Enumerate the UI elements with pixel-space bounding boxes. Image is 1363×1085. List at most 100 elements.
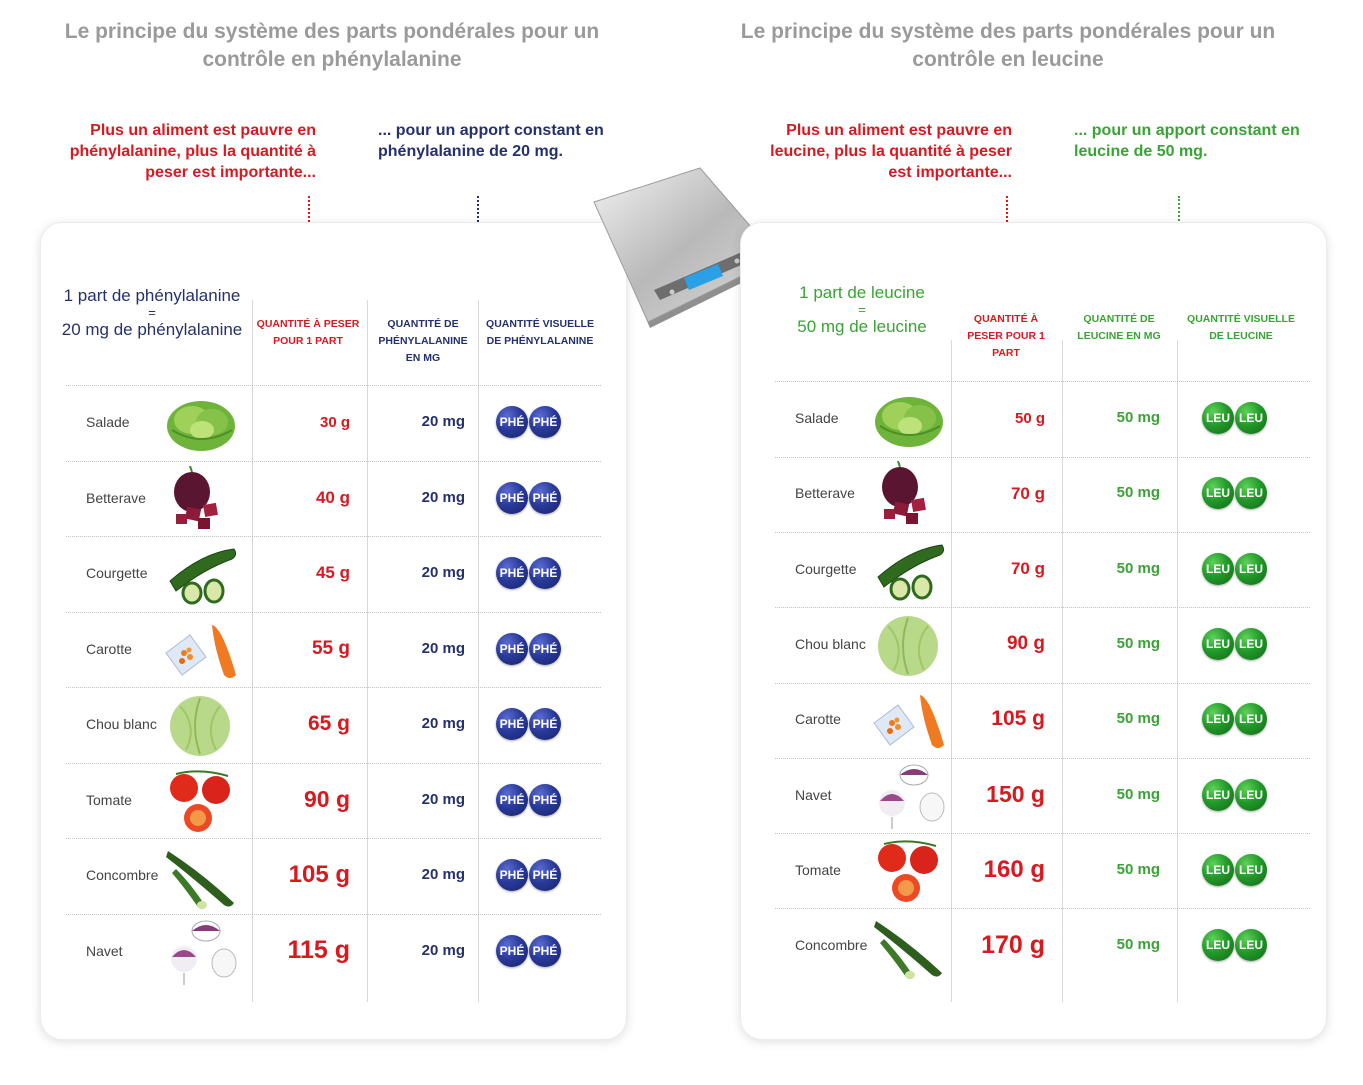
lettuce-icon (162, 390, 240, 456)
amino-acid-amount: 20 mg (421, 941, 465, 959)
quantity-to-weigh: 90 g (303, 786, 350, 813)
phe-badge: PHÉ (529, 481, 561, 514)
phe-badge: PHÉ (529, 859, 561, 891)
quantity-to-weigh: 55 g (311, 637, 350, 659)
visual-quantity-badges: LEU LEU (1202, 929, 1272, 963)
right-col-qty-header: QUANTITÉ À PESER POUR 1 PART (967, 313, 1045, 359)
food-name: Concombre (795, 937, 868, 954)
beetroot-icon (870, 460, 948, 527)
visual-quantity-badges: LEU LEU (1202, 703, 1272, 737)
leu-badge: LEU (1202, 552, 1234, 585)
right-col-mg-header: QUANTITÉ DE LEUCINE EN MG (1077, 313, 1161, 342)
cabbage-icon (162, 692, 240, 758)
quantity-to-weigh: 65 g (307, 711, 350, 735)
right-col-divider (1177, 340, 1178, 1002)
amino-acid-amount: 50 mg (1116, 484, 1160, 502)
food-name: Concombre (86, 867, 159, 883)
right-col-visual-header: QUANTITÉ VISUELLE DE LEUCINE (1187, 313, 1295, 342)
leu-badge: LEU (1235, 778, 1267, 811)
leu-badge: LEU (1235, 552, 1267, 585)
amino-acid-amount: 20 mg (421, 866, 465, 883)
amino-acid-amount: 50 mg (1116, 785, 1160, 803)
phe-badge: PHÉ (496, 481, 528, 514)
food-name: Carotte (86, 640, 132, 657)
food-name: Chou blanc (795, 635, 866, 652)
amino-acid-amount: 20 mg (421, 413, 465, 430)
left-col-divider (478, 300, 479, 1002)
food-name: Chou blanc (86, 716, 157, 732)
visual-quantity-badges: LEU LEU (1202, 778, 1272, 813)
quantity-to-weigh: 70 g (1010, 559, 1045, 579)
quantity-to-weigh: 70 g (1010, 483, 1045, 503)
leu-badge: LEU (1235, 477, 1267, 510)
food-name: Betterave (795, 485, 855, 502)
quantity-to-weigh: 90 g (1006, 633, 1045, 655)
right-title: Le principe du système des parts pondéra… (740, 20, 1276, 71)
amino-acid-amount: 50 mg (1116, 409, 1160, 426)
row-separator (66, 838, 601, 840)
amino-acid-amount: 50 mg (1116, 559, 1160, 577)
phe-badge: PHÉ (496, 783, 528, 816)
leu-badge: LEU (1235, 853, 1267, 886)
food-name: Carotte (795, 711, 841, 728)
quantity-to-weigh: 45 g (315, 563, 350, 583)
left-col-mg-header: QUANTITÉ DE PHÉNYLALANINE EN MG (378, 318, 468, 364)
quantity-to-weigh: 115 g (287, 936, 350, 964)
phe-badge: PHÉ (529, 708, 561, 740)
visual-quantity-badges: PHÉ PHÉ (496, 406, 566, 440)
quantity-to-weigh: 150 g (986, 781, 1045, 808)
left-unit-definition: 1 part de phénylalanine = 20 mg de phény… (61, 286, 243, 339)
turnip-icon (870, 763, 948, 829)
zucchini-icon (870, 537, 948, 603)
left-col-qty-header: QUANTITÉ À PESER POUR 1 PART (256, 318, 360, 347)
food-name: Salade (795, 410, 839, 426)
row-separator (66, 913, 601, 915)
lettuce-icon (870, 386, 948, 452)
phe-badge: PHÉ (529, 557, 561, 589)
leu-badge: LEU (1235, 402, 1267, 434)
left-note-pauvre: Plus un aliment est pauvre en phénylalan… (69, 122, 316, 181)
food-name: Navet (795, 786, 832, 803)
amino-acid-amount: 20 mg (421, 790, 465, 808)
phe-badge: PHÉ (529, 632, 561, 665)
phe-badge: PHÉ (496, 934, 528, 967)
leu-badge: LEU (1202, 778, 1234, 811)
quantity-to-weigh: 170 g (981, 930, 1045, 959)
quantity-to-weigh: 105 g (288, 861, 350, 889)
amino-acid-amount: 20 mg (421, 564, 465, 581)
phe-badge: PHÉ (529, 934, 561, 967)
amino-acid-amount: 20 mg (421, 488, 465, 506)
row-separator (775, 531, 1310, 533)
right-unit-definition: 1 part de leucine = 50 mg de leucine (797, 283, 927, 336)
visual-quantity-badges: LEU LEU (1202, 402, 1272, 436)
phe-badge: PHÉ (496, 557, 528, 589)
leu-badge: LEU (1202, 929, 1234, 962)
row-separator (775, 908, 1310, 910)
visual-quantity-badges: LEU LEU (1202, 627, 1272, 662)
visual-quantity-badges: LEU LEU (1202, 552, 1272, 587)
visual-quantity-badges: PHÉ PHÉ (496, 557, 566, 591)
food-name: Betterave (86, 489, 146, 506)
left-col-visual-header: QUANTITÉ VISUELLE DE PHÉNYLALANINE (486, 318, 594, 347)
right-note-pauvre: Plus un aliment est pauvre en leucine, p… (770, 122, 1012, 181)
amino-acid-amount: 50 mg (1116, 710, 1160, 728)
amino-acid-amount: 50 mg (1116, 936, 1160, 954)
leu-badge: LEU (1202, 477, 1234, 510)
amino-acid-amount: 20 mg (421, 715, 465, 732)
cucumber-icon (870, 913, 948, 980)
right-card (740, 222, 1327, 1040)
visual-quantity-badges: PHÉ PHÉ (496, 708, 566, 742)
food-name: Salade (86, 414, 130, 430)
row-separator (66, 536, 601, 538)
right-note-apport: ... pour un apport constant en leucine d… (1074, 122, 1300, 160)
tomato-icon (162, 768, 240, 834)
amino-acid-amount: 50 mg (1116, 860, 1160, 878)
right-col-divider (1062, 340, 1063, 1002)
left-card (40, 222, 627, 1040)
leu-badge: LEU (1202, 402, 1234, 434)
leu-badge: LEU (1202, 703, 1234, 736)
food-name: Navet (86, 942, 123, 959)
row-separator (775, 381, 1310, 383)
quantity-to-weigh: 30 g (319, 413, 350, 431)
carrot-icon (162, 617, 240, 683)
